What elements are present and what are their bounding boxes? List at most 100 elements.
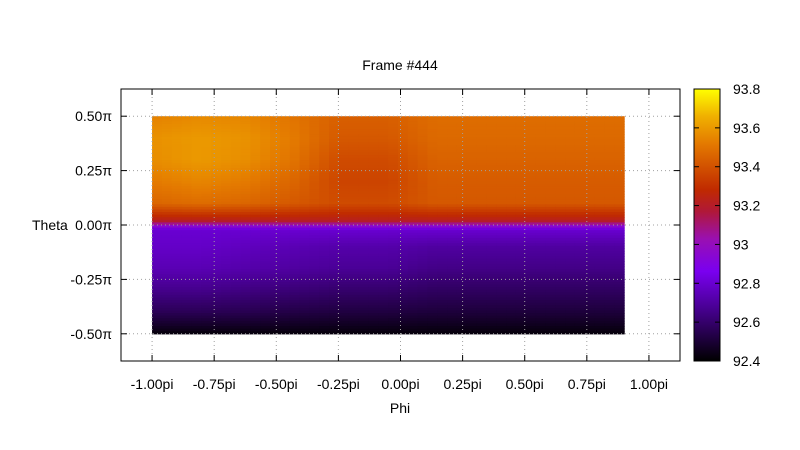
- heatmap-cell: [279, 225, 291, 229]
- heatmap-cell: [289, 256, 301, 260]
- heatmap-cell: [407, 271, 419, 275]
- heatmap-cell: [329, 320, 340, 325]
- heatmap-cell: [614, 204, 625, 208]
- heatmap-cell: [348, 144, 360, 148]
- heatmap-cell: [506, 243, 517, 247]
- heatmap-cell: [171, 175, 183, 179]
- heatmap-cell: [574, 240, 586, 244]
- heatmap-cell: [211, 126, 222, 130]
- heatmap-cell: [191, 297, 202, 301]
- heatmap-cell: [535, 227, 547, 231]
- heatmap-cell: [417, 326, 429, 330]
- heatmap-cell: [348, 237, 360, 242]
- heatmap-cell: [211, 201, 222, 205]
- heatmap-cell: [437, 209, 448, 213]
- heatmap-cell: [555, 284, 566, 288]
- heatmap-cell: [555, 253, 566, 257]
- heatmap-cell: [348, 118, 360, 122]
- heatmap-cell: [506, 129, 517, 133]
- heatmap-cell: [466, 214, 478, 218]
- heatmap-cell: [211, 193, 222, 198]
- heatmap-cell: [437, 162, 448, 167]
- heatmap-cell: [378, 183, 389, 187]
- heatmap-cell: [456, 281, 468, 286]
- heatmap-cell: [594, 331, 606, 335]
- heatmap-cell: [279, 201, 291, 205]
- heatmap-cell: [456, 188, 468, 192]
- heatmap-cell: [240, 266, 251, 270]
- heatmap-cell: [211, 157, 222, 161]
- heatmap-cell: [230, 253, 242, 257]
- heatmap-cell: [329, 118, 340, 122]
- heatmap-cell: [250, 118, 261, 122]
- heatmap-cell: [574, 307, 586, 312]
- heatmap-cell: [309, 201, 320, 205]
- heatmap-cell: [319, 313, 330, 317]
- heatmap-cell: [506, 307, 517, 312]
- heatmap-cell: [604, 160, 615, 164]
- heatmap-cell: [152, 313, 163, 317]
- heatmap-cell: [171, 266, 183, 270]
- heatmap-cell: [535, 201, 547, 205]
- heatmap-cell: [476, 313, 488, 317]
- heatmap-cell: [604, 281, 615, 286]
- heatmap-cell: [250, 253, 261, 257]
- heatmap-cell: [378, 196, 389, 200]
- heatmap-cell: [614, 331, 625, 335]
- heatmap-cell: [181, 274, 192, 278]
- heatmap-cell: [152, 266, 163, 270]
- heatmap-cell: [417, 310, 429, 314]
- heatmap-cell: [211, 144, 222, 148]
- heatmap-cell: [211, 118, 222, 122]
- heatmap-cell: [437, 284, 448, 288]
- heatmap-cell: [289, 289, 301, 293]
- heatmap-cell: [171, 274, 183, 278]
- heatmap-cell: [584, 281, 596, 286]
- heatmap-cell: [466, 315, 478, 319]
- heatmap-cell: [427, 240, 438, 244]
- heatmap-cell: [260, 168, 271, 172]
- heatmap-cell: [319, 302, 330, 306]
- heatmap-cell: [240, 201, 251, 205]
- heatmap-cell: [309, 186, 320, 190]
- heatmap-cell: [407, 170, 419, 174]
- heatmap-cell: [211, 245, 222, 249]
- heatmap-cell: [161, 310, 173, 314]
- heatmap-cell: [565, 305, 576, 309]
- heatmap-cell: [565, 188, 576, 192]
- heatmap-cell: [191, 289, 202, 293]
- heatmap-cell: [604, 307, 615, 312]
- heatmap-cell: [614, 175, 625, 179]
- heatmap-cell: [437, 307, 448, 312]
- heatmap-cell: [171, 269, 183, 273]
- heatmap-cell: [496, 155, 507, 159]
- heatmap-cell: [535, 212, 547, 216]
- heatmap-cell: [309, 302, 320, 306]
- heatmap-cell: [555, 276, 566, 280]
- heatmap-cell: [270, 284, 281, 288]
- heatmap-cell: [476, 253, 488, 257]
- heatmap-cell: [417, 183, 429, 187]
- heatmap-cell: [506, 144, 517, 148]
- heatmap-cell: [161, 196, 173, 200]
- heatmap-cell: [447, 142, 458, 146]
- heatmap-cell: [201, 199, 212, 203]
- heatmap-cell: [584, 149, 596, 154]
- heatmap-cell: [161, 284, 173, 288]
- heatmap-cell: [211, 232, 222, 236]
- heatmap-cell: [220, 230, 232, 234]
- heatmap-cell: [555, 175, 566, 179]
- heatmap-cell: [201, 297, 212, 301]
- heatmap-cell: [565, 178, 576, 182]
- heatmap-cell: [594, 217, 606, 221]
- heatmap-cell: [279, 302, 291, 306]
- heatmap-cell: [525, 305, 537, 309]
- x-tick-label: 0.75pi: [568, 376, 606, 392]
- heatmap-cell: [319, 168, 330, 172]
- heatmap-cell: [279, 157, 291, 161]
- heatmap-cell: [260, 240, 271, 244]
- heatmap-cell: [338, 191, 350, 195]
- heatmap-cell: [506, 193, 517, 198]
- heatmap-cell: [250, 178, 261, 182]
- heatmap-cell: [476, 214, 488, 218]
